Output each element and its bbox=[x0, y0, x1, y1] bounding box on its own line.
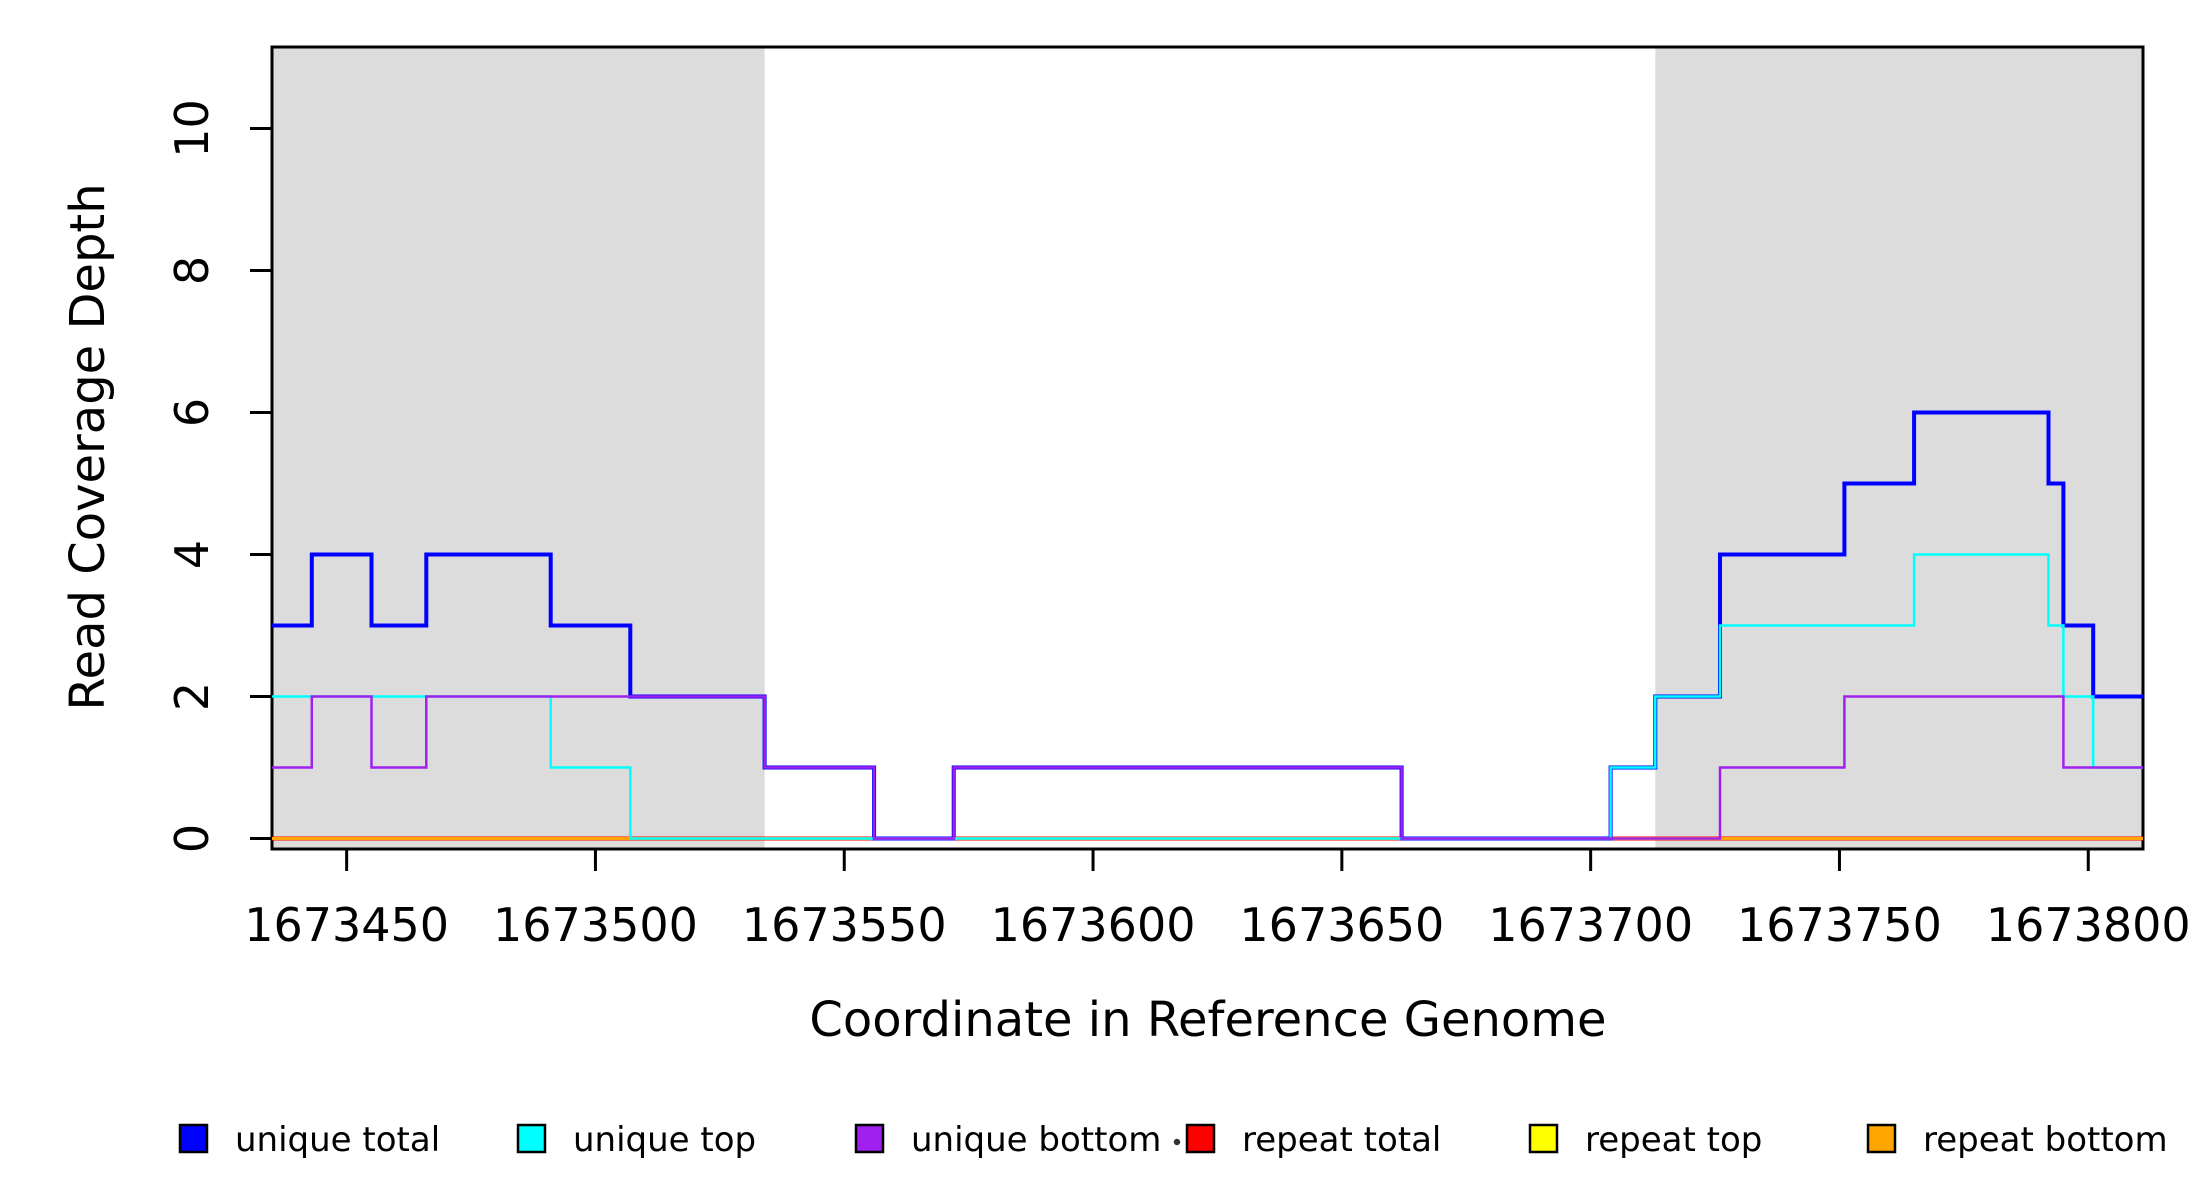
y-tick-label: 10 bbox=[165, 99, 219, 158]
legend-swatch-unique-top bbox=[516, 1123, 547, 1154]
y-tick-label: 2 bbox=[165, 682, 219, 711]
y-tick-label: 4 bbox=[165, 540, 219, 569]
x-tick-label: 1673700 bbox=[1488, 898, 1693, 952]
legend-label-unique-top: unique top bbox=[573, 1120, 756, 1160]
x-tick-label: 1673550 bbox=[742, 898, 947, 952]
series-line-unique-top bbox=[272, 553, 2143, 840]
series-line-unique-bottom bbox=[272, 695, 2143, 840]
y-tick-label: 0 bbox=[165, 824, 219, 853]
stray-dot bbox=[1173, 1138, 1181, 1146]
shaded-region bbox=[1655, 47, 2143, 849]
legend-label-repeat-bottom: repeat bottom bbox=[1923, 1120, 2168, 1160]
shaded-region bbox=[272, 47, 765, 849]
plot-border bbox=[270, 45, 2145, 851]
x-tick-label: 1673450 bbox=[244, 898, 449, 952]
y-tick-label: 6 bbox=[165, 398, 219, 427]
legend-swatch-repeat-bottom bbox=[1866, 1123, 1897, 1154]
legend-swatch-unique-total bbox=[178, 1123, 209, 1154]
legend-swatch-repeat-total bbox=[1185, 1123, 1216, 1154]
legend-label-unique-total: unique total bbox=[235, 1120, 440, 1160]
x-tick-label: 1673500 bbox=[493, 898, 698, 952]
legend-label-repeat-top: repeat top bbox=[1585, 1120, 1762, 1160]
legend-swatch-unique-bottom bbox=[854, 1123, 885, 1154]
x-tick-label: 1673650 bbox=[1239, 898, 1444, 952]
legend-label-unique-bottom: unique bottom bbox=[911, 1120, 1161, 1160]
y-axis-title: Read Coverage Depth bbox=[60, 183, 116, 710]
legend-label-repeat-total: repeat total bbox=[1242, 1120, 1441, 1160]
legend-swatch-repeat-top bbox=[1528, 1123, 1559, 1154]
y-tick-label: 8 bbox=[165, 256, 219, 285]
x-tick-label: 1673750 bbox=[1737, 898, 1942, 952]
x-axis-title: Coordinate in Reference Genome bbox=[809, 992, 1606, 1048]
x-tick-label: 1673600 bbox=[991, 898, 1196, 952]
x-tick-label: 1673800 bbox=[1986, 898, 2191, 952]
